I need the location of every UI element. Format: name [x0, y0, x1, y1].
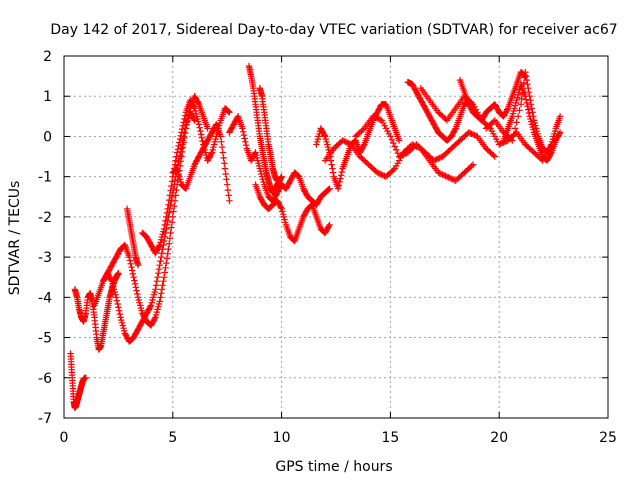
x-tick-label: 15 — [381, 430, 399, 446]
y-tick-label: -6 — [38, 371, 52, 387]
series-track — [169, 121, 233, 204]
y-tick-label: 0 — [43, 129, 52, 145]
data-point-markers — [245, 62, 285, 196]
y-tick-label: -3 — [38, 250, 52, 266]
data-point-markers — [139, 97, 233, 257]
series-track — [245, 62, 285, 196]
y-tick-label: -7 — [38, 411, 52, 427]
series-track — [123, 205, 142, 269]
series-track — [139, 97, 233, 257]
y-tick-label: -2 — [38, 210, 52, 226]
y-tick-label: -4 — [38, 290, 52, 306]
y-tick-label: 2 — [43, 49, 52, 65]
series-track — [456, 68, 529, 124]
data-point-markers — [67, 350, 89, 412]
data-point-markers — [169, 121, 233, 204]
data-point-markers — [313, 101, 403, 192]
y-tick-label: -5 — [38, 331, 52, 347]
x-tick-label: 20 — [490, 430, 508, 446]
series-track — [256, 85, 281, 184]
series-track — [252, 181, 333, 245]
series-track — [500, 81, 564, 164]
y-tick-label: 1 — [43, 89, 52, 105]
x-axis-title: GPS time / hours — [275, 459, 392, 475]
data-point-markers — [456, 68, 529, 124]
data-point-markers — [71, 270, 122, 353]
series-track — [71, 270, 122, 353]
x-tick-label: 0 — [60, 430, 69, 446]
data-point-markers — [252, 181, 333, 245]
series-track — [100, 93, 211, 329]
x-tick-label: 25 — [599, 430, 617, 446]
axis-ticks: 0 5 10 15 20 25 -7 -6 -5 -4 -3 -2 -1 0 1 2 — [38, 49, 617, 446]
chart-title: Day 142 of 2017, Sidereal Day-to-day VTE… — [50, 22, 617, 38]
data-point-markers — [100, 93, 211, 329]
y-axis-title: SDTVAR / TECUs — [7, 181, 23, 296]
data-points — [67, 62, 564, 412]
x-tick-label: 10 — [273, 430, 291, 446]
series-track — [226, 113, 333, 208]
x-tick-label: 5 — [168, 430, 177, 446]
data-point-markers — [226, 113, 333, 208]
data-point-markers — [256, 85, 281, 184]
data-point-markers — [352, 113, 498, 164]
series-track — [67, 350, 89, 412]
series-track — [313, 101, 403, 192]
plot-frame — [63, 55, 609, 419]
y-tick-label: -1 — [38, 170, 52, 186]
data-point-markers — [123, 205, 142, 269]
series-track — [352, 113, 498, 164]
data-point-markers — [500, 81, 564, 164]
